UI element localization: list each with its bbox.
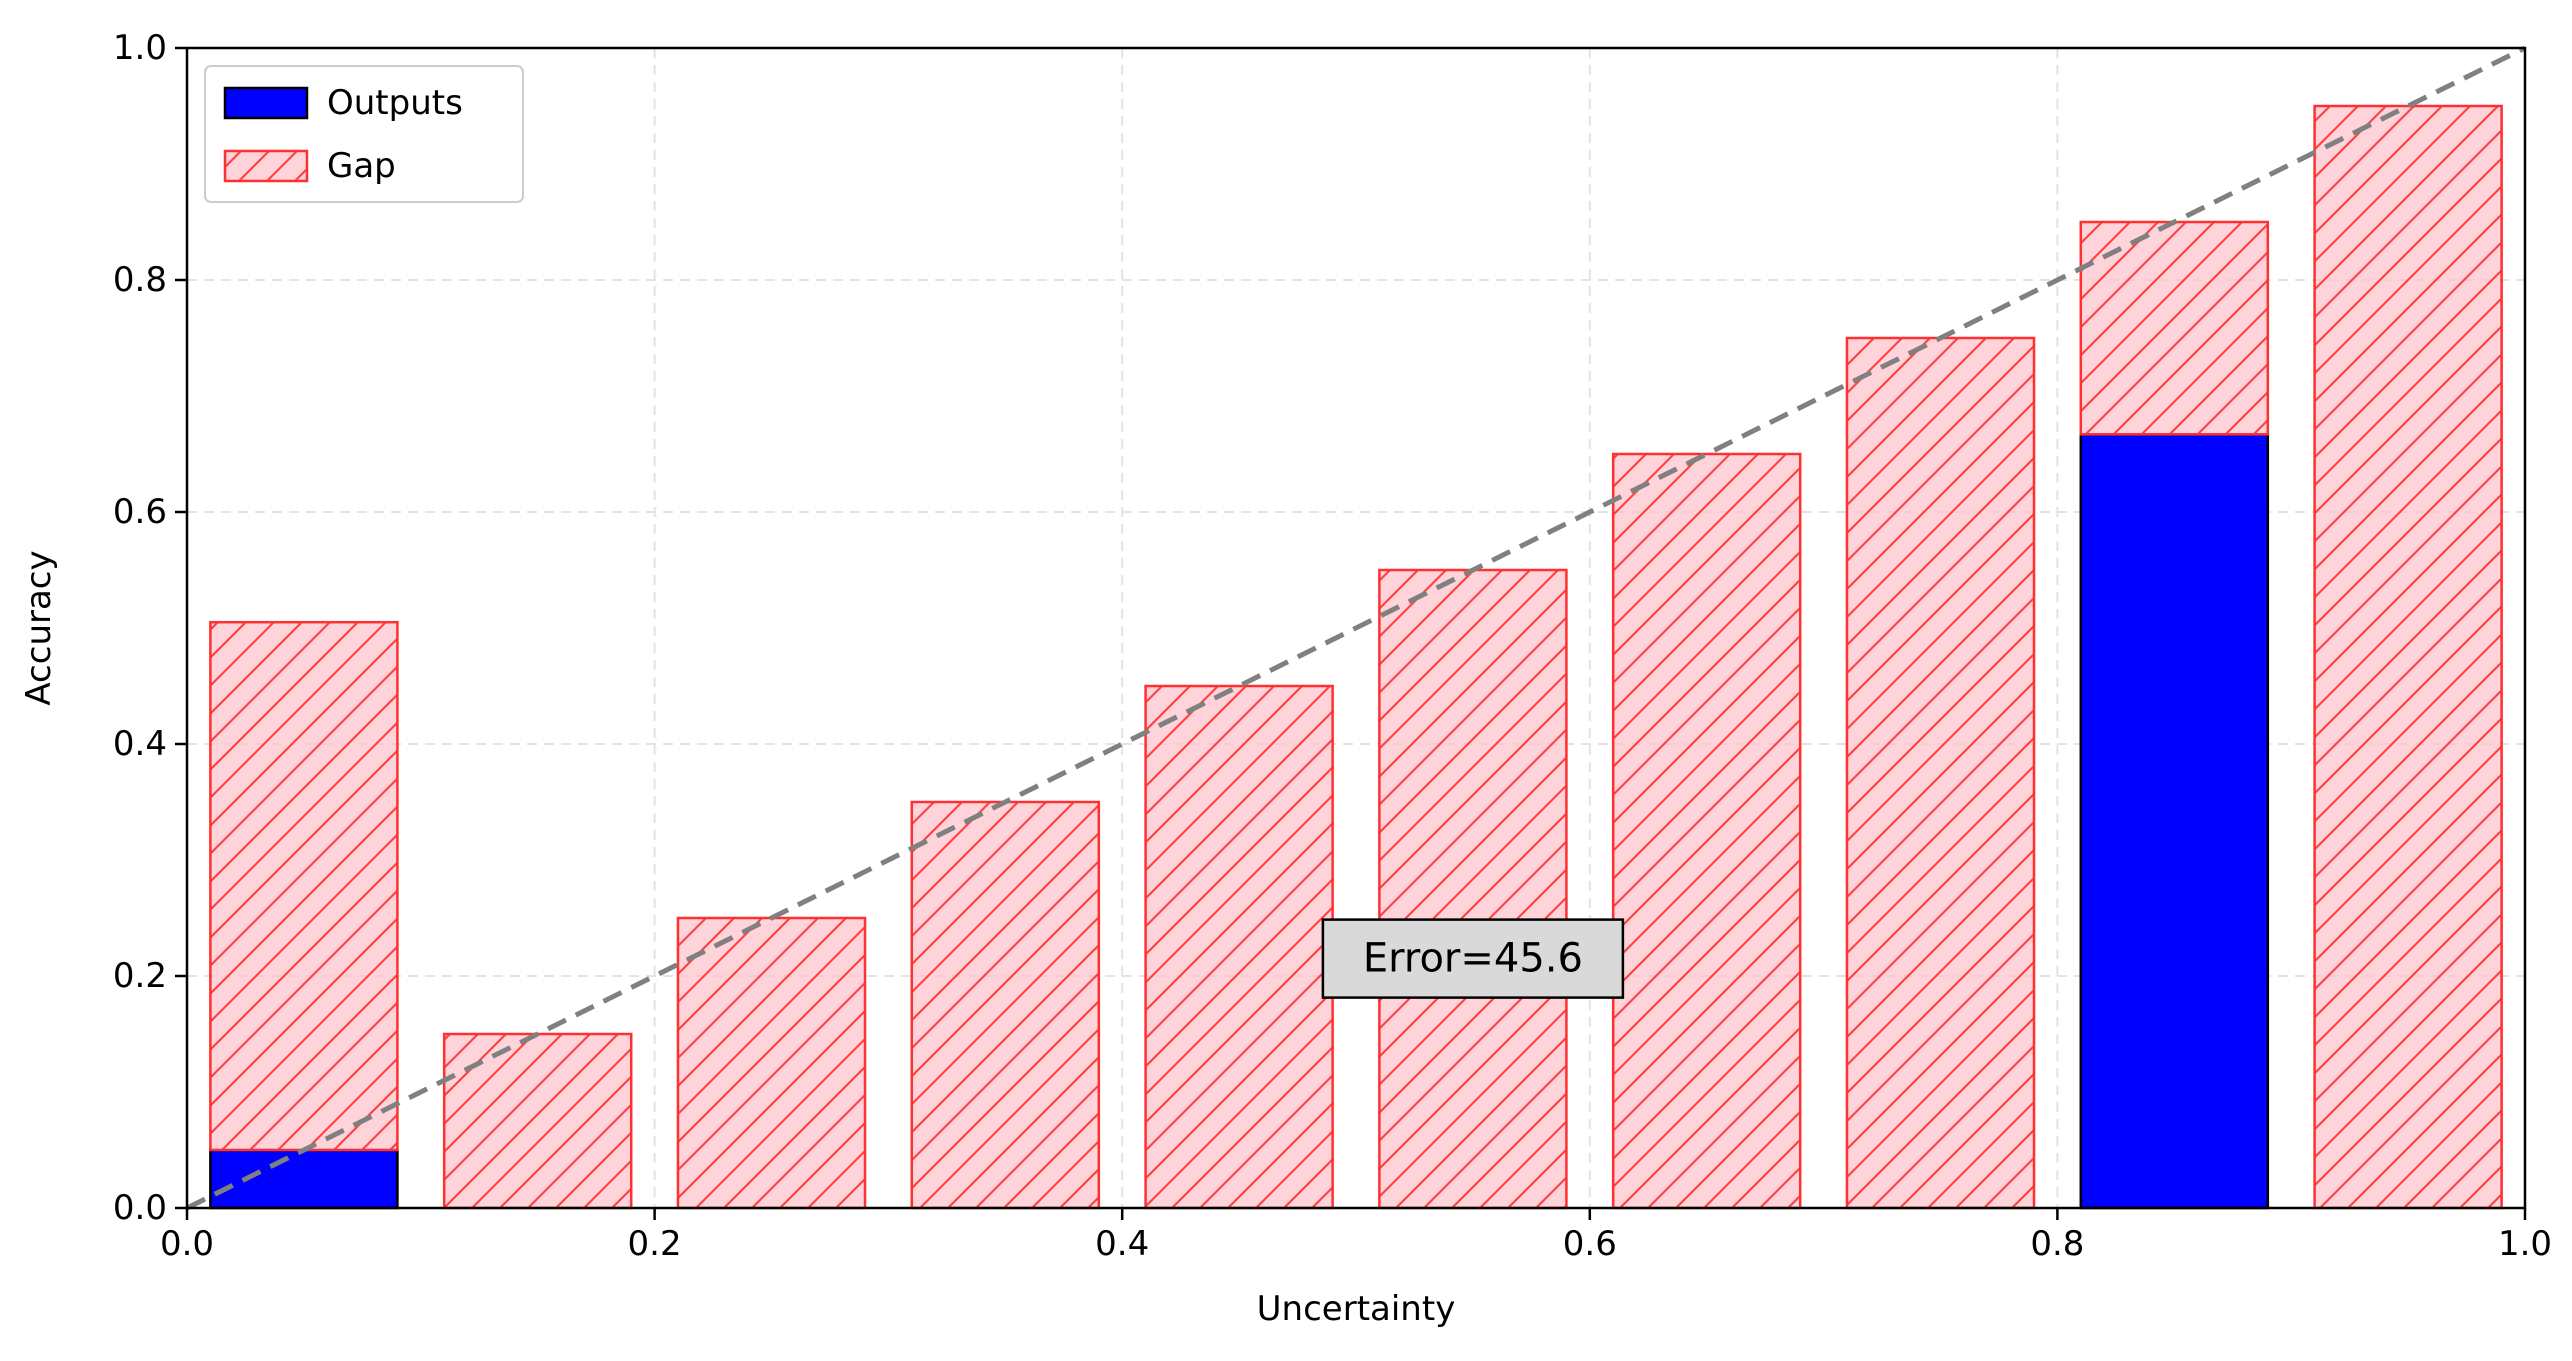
legend-label-outputs: Outputs: [327, 83, 463, 123]
axis-ticks: 0.0 0.2 0.4 0.6 0.8 1.0 0.0 0.2 0.4 0.6 0.8 1.0: [113, 28, 2552, 1264]
gap-bar-hatch-6: [1611, 452, 1802, 1210]
legend-swatch-gap-hatch: [223, 149, 309, 183]
error-annotation: Error=45.6: [1321, 918, 1625, 999]
x-tick-label-2: 0.4: [1095, 1224, 1149, 1264]
y-axis-label: Accuracy: [19, 550, 59, 705]
grid: [187, 48, 2525, 1208]
plot-frame: [185, 46, 2527, 1210]
x-tick-label-1: 0.2: [628, 1224, 682, 1264]
gap-bar-hatch-2: [676, 916, 867, 1210]
legend-swatch-outputs: [223, 86, 309, 120]
bars: [209, 104, 2503, 1210]
gap-bar-hatch-5: [1378, 568, 1568, 1210]
gap-bar-hatch-7: [1845, 336, 2036, 1210]
gap-bar-hatch-0: [209, 620, 399, 1152]
gap-bar-hatch-1: [442, 1032, 633, 1210]
output-bar-8: [2079, 433, 2270, 1210]
y-tick-label-3: 0.6: [113, 492, 167, 532]
x-tick-label-0: 0.0: [160, 1224, 214, 1264]
gap-bar-hatch-9: [2313, 104, 2503, 1210]
y-tick-label-0: 0.0: [113, 1188, 167, 1228]
error-annotation-box: [1321, 918, 1625, 999]
x-tick-label-3: 0.6: [1563, 1224, 1617, 1264]
perfect-calibration-line: [185, 45, 2527, 1211]
legend: Outputs Gap: [204, 65, 524, 203]
legend-label-gap: Gap: [327, 146, 396, 186]
y-tick-label-2: 0.4: [113, 724, 167, 764]
x-axis-label: Uncertainty: [1257, 1289, 1456, 1329]
y-tick-label-1: 0.2: [113, 956, 167, 996]
x-tick-label-5: 1.0: [2498, 1224, 2552, 1264]
y-tick-label-4: 0.8: [113, 260, 167, 300]
gap-bar-hatch-4: [1144, 684, 1334, 1210]
error-annotation-text: Error=45.6: [1363, 936, 1583, 982]
output-bar-0: [209, 1148, 399, 1210]
x-tick-label-4: 0.8: [2030, 1224, 2084, 1264]
gap-bar-hatch-3: [910, 800, 1101, 1210]
y-tick-label-5: 1.0: [113, 28, 167, 68]
